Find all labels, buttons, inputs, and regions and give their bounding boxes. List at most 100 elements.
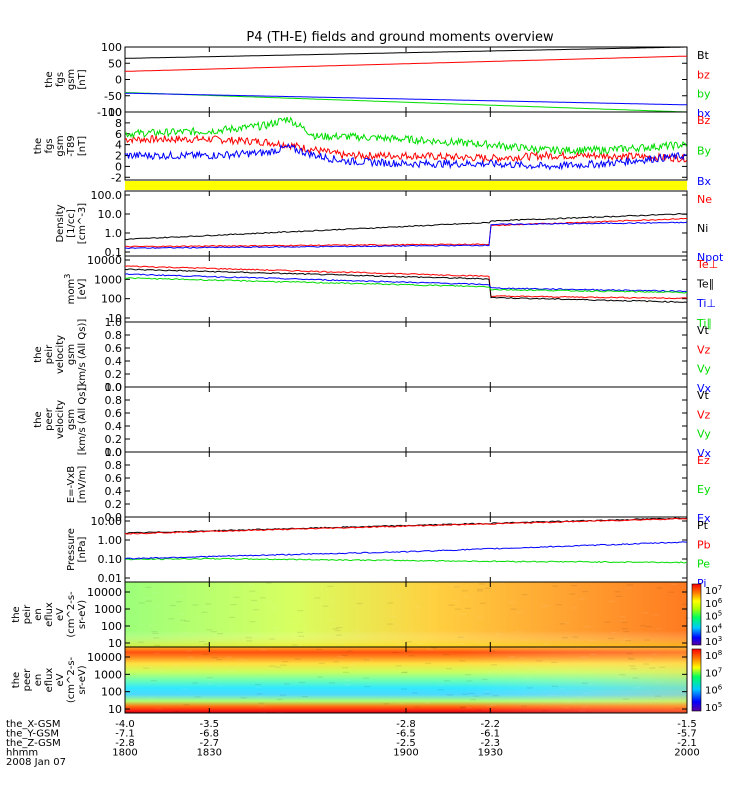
y-axis-label: the bbox=[11, 606, 22, 622]
spectrogram-texture bbox=[587, 684, 594, 686]
spectrogram-texture bbox=[229, 616, 236, 618]
spectrogram-texture bbox=[383, 703, 390, 705]
spectrogram-texture bbox=[411, 692, 418, 694]
series-line-Pb bbox=[124, 517, 687, 535]
spectrogram-texture bbox=[630, 668, 637, 670]
colorbar-tick-label: 105 bbox=[705, 701, 722, 714]
spectrogram-texture bbox=[297, 610, 304, 612]
spectrogram-texture bbox=[269, 638, 276, 640]
y-axis-label: [km/s (All Qs)] bbox=[77, 384, 88, 456]
spectrogram-texture bbox=[549, 694, 556, 696]
spectrogram-texture bbox=[408, 655, 415, 657]
x-tick-label: -6.1 bbox=[481, 729, 501, 740]
spectrogram-texture bbox=[679, 647, 685, 649]
panel-4: 10000 1000 100 10 mom3[eV] Te⊥ Te∥ Ti⊥ Ti∥ bbox=[63, 254, 718, 330]
spectrogram-texture bbox=[459, 706, 466, 708]
spectrogram-texture bbox=[611, 632, 618, 634]
spectrogram-texture bbox=[656, 587, 663, 589]
spectrogram-texture bbox=[563, 622, 570, 624]
y-tick-label: 0.4 bbox=[105, 420, 123, 433]
spectrogram-texture bbox=[156, 708, 163, 710]
legend-label: by bbox=[697, 88, 711, 101]
y-axis-label: sr-eV) bbox=[77, 665, 88, 694]
legend-label: Vt bbox=[697, 389, 710, 402]
spectrogram-texture bbox=[446, 668, 452, 670]
y-tick-label: 0.4 bbox=[105, 355, 123, 368]
spectrogram-texture bbox=[460, 707, 467, 709]
spectrogram-texture bbox=[170, 604, 176, 607]
panel-frame bbox=[124, 321, 688, 388]
y-tick-label: 10000 bbox=[87, 254, 122, 267]
spectrogram-texture bbox=[337, 656, 344, 658]
spectrogram-texture bbox=[173, 665, 179, 667]
spectrogram-texture bbox=[536, 660, 543, 662]
spectrogram-texture bbox=[621, 621, 628, 623]
spectrogram-texture bbox=[330, 599, 337, 601]
spectrogram-texture bbox=[673, 707, 680, 710]
y-axis-label: [nT] bbox=[77, 136, 88, 156]
spectrogram-texture bbox=[387, 623, 394, 625]
series-line-by bbox=[124, 92, 688, 113]
y-tick-label: 10000 bbox=[87, 651, 122, 664]
spectrogram-texture bbox=[203, 643, 210, 645]
spectrogram-texture bbox=[453, 586, 460, 588]
spectrogram-texture bbox=[508, 601, 515, 603]
spectrogram-texture bbox=[147, 666, 154, 668]
spectrogram-texture bbox=[581, 682, 588, 684]
spectrogram-texture bbox=[153, 637, 160, 639]
spectrogram-texture bbox=[465, 707, 472, 709]
spectrogram-texture bbox=[395, 665, 402, 667]
spectrogram-texture bbox=[187, 656, 194, 658]
y-tick-label: 1.0 bbox=[105, 227, 123, 240]
y-tick-label: -50 bbox=[104, 90, 122, 103]
colorbar-tick-label: 103 bbox=[705, 635, 722, 648]
spectrogram-texture bbox=[228, 670, 235, 672]
y-tick-label: 0.4 bbox=[105, 485, 123, 498]
spectrogram-texture bbox=[258, 702, 265, 704]
legend-label: Te⊥ bbox=[696, 258, 718, 271]
y-axis-label: eV bbox=[55, 673, 66, 686]
y-tick-label: 0.10 bbox=[98, 553, 123, 566]
spectrogram-texture bbox=[291, 644, 298, 646]
spectrogram-texture bbox=[430, 586, 437, 588]
spectrogram-texture bbox=[199, 641, 206, 643]
y-axis-label: velocity bbox=[55, 400, 66, 439]
spectrogram-texture bbox=[175, 595, 182, 597]
spectrogram-texture bbox=[406, 650, 413, 652]
spectrogram-texture bbox=[607, 637, 614, 640]
spectrogram-texture bbox=[248, 584, 255, 586]
x-tick-label: -1.5 bbox=[677, 719, 697, 730]
spectrogram-texture bbox=[481, 678, 488, 681]
legend-label: bx bbox=[697, 107, 711, 120]
y-axis-label: peer bbox=[22, 668, 33, 692]
y-tick-label: 0.6 bbox=[105, 407, 123, 420]
y-axis-label: the bbox=[33, 346, 44, 362]
y-tick-label: 10 bbox=[108, 637, 122, 650]
y-tick-label: 4 bbox=[115, 139, 122, 152]
spectrogram-texture bbox=[217, 685, 224, 687]
spectrogram-texture bbox=[527, 667, 534, 669]
y-tick-label: 0.6 bbox=[105, 472, 123, 485]
spectrogram-texture bbox=[555, 604, 562, 606]
spectrogram-texture bbox=[317, 676, 324, 678]
spectrogram-texture bbox=[210, 631, 217, 633]
y-tick-label: 0 bbox=[115, 74, 122, 87]
spectrogram-texture bbox=[541, 710, 548, 712]
spectrogram-texture bbox=[152, 632, 159, 634]
series-line-Bx bbox=[124, 142, 687, 171]
spectrogram-texture bbox=[322, 605, 329, 607]
panel-8: 10.00 1.00 0.10 0.01 Pressure [nPa] Pt Pb Pe Pi bbox=[66, 515, 711, 590]
spectrogram-texture bbox=[524, 678, 531, 680]
y-axis-label: [1/cc] bbox=[66, 209, 77, 238]
spectrogram-texture bbox=[540, 606, 547, 608]
spectrogram-texture bbox=[464, 607, 471, 609]
legend-label: By bbox=[697, 144, 712, 157]
spectrogram-texture bbox=[417, 643, 424, 645]
spectrogram-texture bbox=[199, 639, 206, 641]
colorbar-tick-label: 107 bbox=[705, 666, 722, 679]
series-line-Te⊥ bbox=[124, 265, 688, 300]
spectrogram-texture bbox=[274, 666, 281, 668]
spectrogram-texture bbox=[216, 659, 223, 661]
y-tick-label: 0.8 bbox=[105, 394, 123, 407]
